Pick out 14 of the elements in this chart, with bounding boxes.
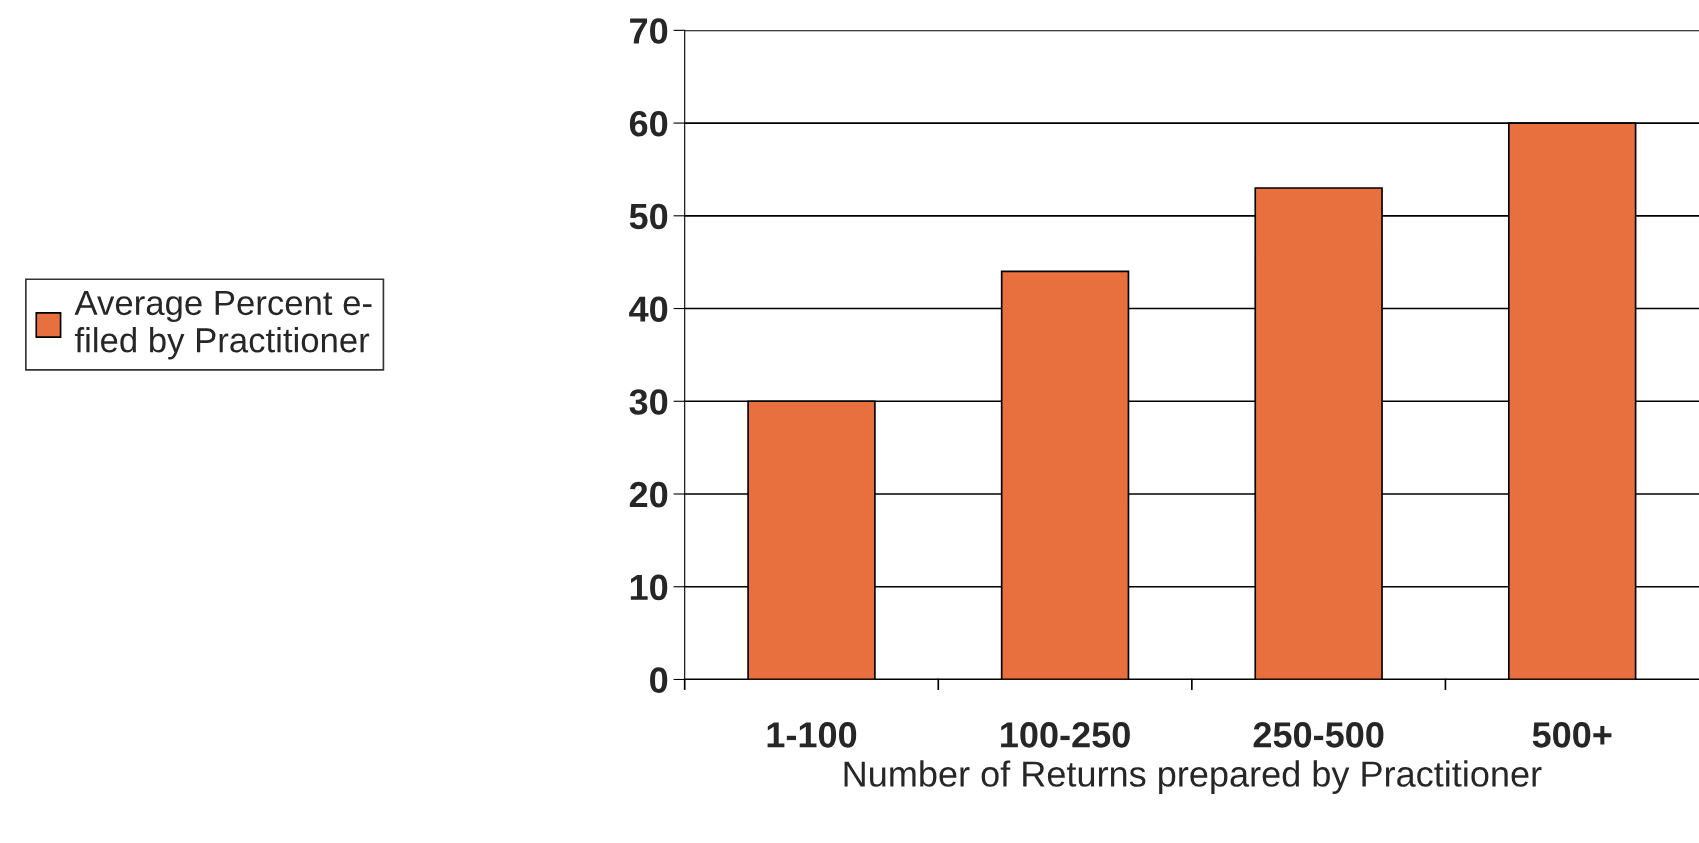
y-tick-label: 10 <box>630 574 668 601</box>
legend-label: Average Percent e- filed by Practitioner <box>74 290 372 360</box>
y-tick-label: 70 <box>630 18 668 44</box>
x-tick-label: 250-500 <box>1253 722 1384 748</box>
y-tick-label: 40 <box>629 296 668 322</box>
y-tick-label: 0 <box>650 667 668 693</box>
y-tick-label: 20 <box>629 481 668 508</box>
y-tick-label: 50 <box>629 203 668 230</box>
y-tick-label: 30 <box>629 389 668 415</box>
x-tick-label: 500+ <box>1532 722 1612 748</box>
x-axis-title: Number of Returns prepared by Practitioner <box>844 760 1542 794</box>
x-tick-label: 100-250 <box>1001 722 1130 748</box>
y-tick-label: 60 <box>629 110 668 137</box>
x-tick-label: 1-100 <box>767 722 857 748</box>
